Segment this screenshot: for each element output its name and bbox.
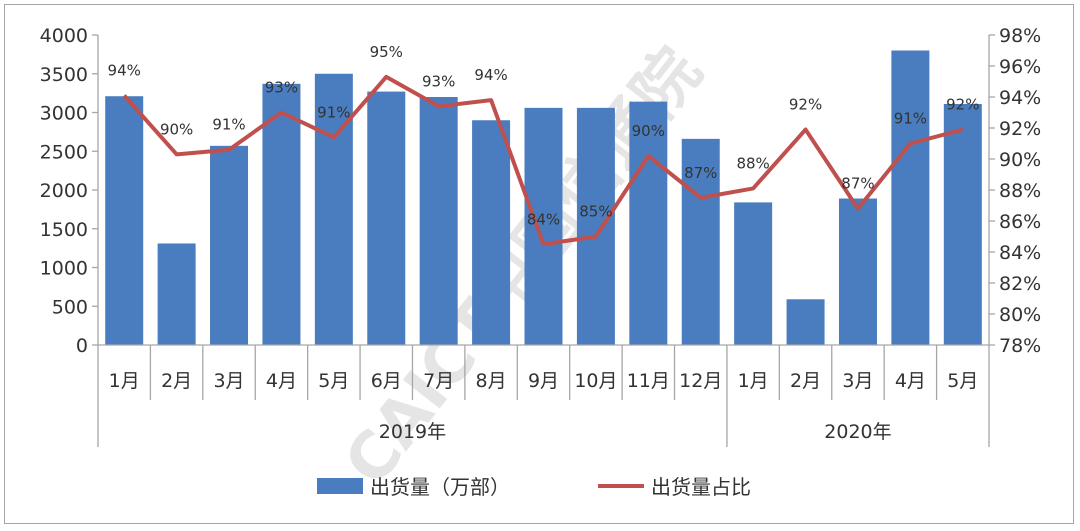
right-tick-label: 90% [999, 149, 1041, 171]
category-label: 1月 [738, 370, 769, 392]
bar-series [105, 50, 982, 346]
bar [105, 96, 144, 345]
bar [838, 198, 877, 345]
line-data-label: 90% [160, 120, 193, 138]
bar [210, 145, 249, 345]
bar [472, 120, 511, 345]
bar [262, 83, 301, 345]
category-label: 4月 [895, 370, 926, 392]
line-data-label: 93% [422, 72, 455, 90]
line-data-label: 94% [474, 66, 507, 84]
group-label: 2019年 [379, 421, 446, 443]
line-series [122, 74, 964, 247]
left-tick-label: 500 [52, 296, 88, 318]
right-tick-label: 82% [999, 273, 1041, 295]
bar [786, 299, 825, 345]
category-label: 5月 [318, 370, 349, 392]
line-data-label: 94% [108, 61, 141, 79]
right-tick-label: 94% [999, 87, 1041, 109]
bar [681, 138, 720, 345]
line-data-labels: 94% 90% 91% 93% 91% 95% 93% 94% 84% 85% 90% 87% 88% 9… [108, 43, 980, 228]
right-axis-ticks: 78% 80% 82% 84% 86% 88% 90% 92% 94% 96% 98% [989, 25, 1041, 357]
line-data-label: 95% [370, 43, 403, 61]
legend: 出货量（万部） 出货量占比 [317, 475, 751, 499]
group-label: 2020年 [824, 421, 891, 443]
bar [629, 101, 668, 346]
left-tick-label: 0 [76, 335, 88, 357]
right-tick-label: 98% [999, 25, 1041, 47]
category-label: 9月 [528, 370, 559, 392]
left-tick-label: 2500 [40, 141, 88, 163]
line-data-label: 91% [212, 116, 245, 134]
category-label: 12月 [679, 370, 722, 392]
line-data-label: 85% [579, 203, 612, 221]
chart-frame [4, 4, 1074, 524]
category-label: 3月 [213, 370, 244, 392]
line-data-label: 84% [527, 210, 560, 228]
bar [891, 50, 930, 345]
bar [943, 103, 982, 345]
category-label: 3月 [842, 370, 873, 392]
legend-swatch-bar [317, 478, 363, 494]
right-tick-label: 96% [999, 56, 1041, 78]
line-data-label: 92% [789, 96, 822, 114]
left-tick-label: 3000 [40, 103, 88, 125]
left-tick-label: 1000 [40, 258, 88, 280]
left-tick-label: 1500 [40, 219, 88, 241]
category-labels: 1月 2月 3月 4月 5月 6月 7月 8月 9月 10月 11月 12月 1月 2月 3月 4月 5月 [97, 345, 990, 400]
category-label: 2月 [161, 370, 192, 392]
line-data-label: 90% [632, 122, 665, 140]
line-data-label: 91% [894, 110, 927, 128]
bar [419, 97, 458, 345]
line-data-label: 88% [736, 154, 769, 172]
left-tick-label: 3500 [40, 64, 88, 86]
category-label: 7月 [423, 370, 454, 392]
group-labels: 2019年 2020年 [97, 400, 990, 447]
legend-label-line: 出货量占比 [651, 475, 751, 499]
line-data-label: 93% [265, 79, 298, 97]
left-tick-label: 2000 [40, 180, 88, 202]
bar [576, 107, 615, 345]
bar [314, 73, 353, 345]
right-tick-label: 78% [999, 335, 1041, 357]
left-tick-label: 4000 [40, 25, 88, 47]
category-label: 5月 [947, 370, 978, 392]
right-tick-label: 92% [999, 118, 1041, 140]
share-line [122, 74, 964, 247]
legend-label-bar: 出货量（万部） [370, 475, 510, 499]
line-data-label: 91% [317, 103, 350, 121]
category-label: 8月 [476, 370, 507, 392]
bar [157, 243, 196, 345]
bar [734, 202, 773, 345]
category-label: 4月 [266, 370, 297, 392]
bar [367, 91, 406, 345]
line-data-label: 87% [841, 175, 874, 193]
category-label: 1月 [109, 370, 140, 392]
line-data-label: 92% [946, 96, 979, 114]
right-tick-label: 86% [999, 211, 1041, 233]
right-tick-label: 80% [999, 304, 1041, 326]
category-label: 2月 [790, 370, 821, 392]
right-tick-label: 88% [999, 180, 1041, 202]
right-tick-label: 84% [999, 242, 1041, 264]
bar [524, 107, 563, 345]
category-label: 11月 [627, 370, 670, 392]
category-label: 10月 [574, 370, 617, 392]
category-label: 6月 [371, 370, 402, 392]
left-axis-ticks: 0 500 1000 1500 2000 2500 3000 3500 4000 [40, 25, 98, 357]
line-data-label: 87% [684, 164, 717, 182]
